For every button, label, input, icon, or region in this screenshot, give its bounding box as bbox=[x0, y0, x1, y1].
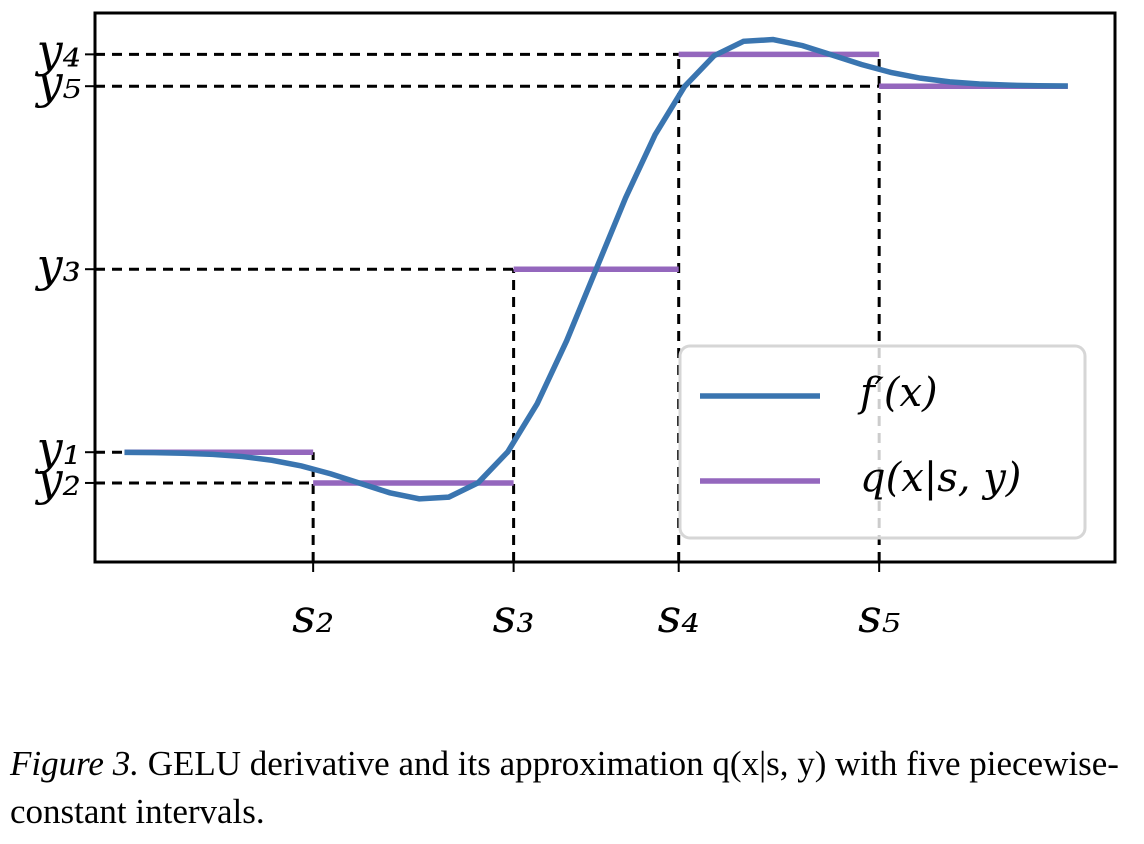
x-tick-label: s₄ bbox=[658, 589, 700, 643]
legend-label: q(x|s, y) bbox=[860, 455, 1021, 501]
caption: Figure 3. GELU derivative and its approx… bbox=[10, 740, 1140, 836]
caption-text: GELU derivative and its approximation q(… bbox=[10, 744, 1119, 831]
plot-frame bbox=[93, 11, 1117, 564]
y-tick-label: y₃ bbox=[35, 238, 81, 292]
y-tick-label: y₂ bbox=[35, 452, 81, 506]
legend-label: f′(x) bbox=[857, 370, 938, 416]
y-tick-label: y₁ bbox=[35, 421, 81, 475]
line bbox=[124, 36, 1068, 502]
y-tick-label: y₅ bbox=[35, 55, 81, 109]
x-tick-label: s₃ bbox=[493, 589, 535, 643]
y-tick-label: y₄ bbox=[35, 23, 81, 77]
x-tick-label: s₂ bbox=[292, 589, 334, 643]
x-tick-label: s₅ bbox=[858, 589, 900, 643]
caption-label: Figure 3. bbox=[10, 744, 139, 783]
